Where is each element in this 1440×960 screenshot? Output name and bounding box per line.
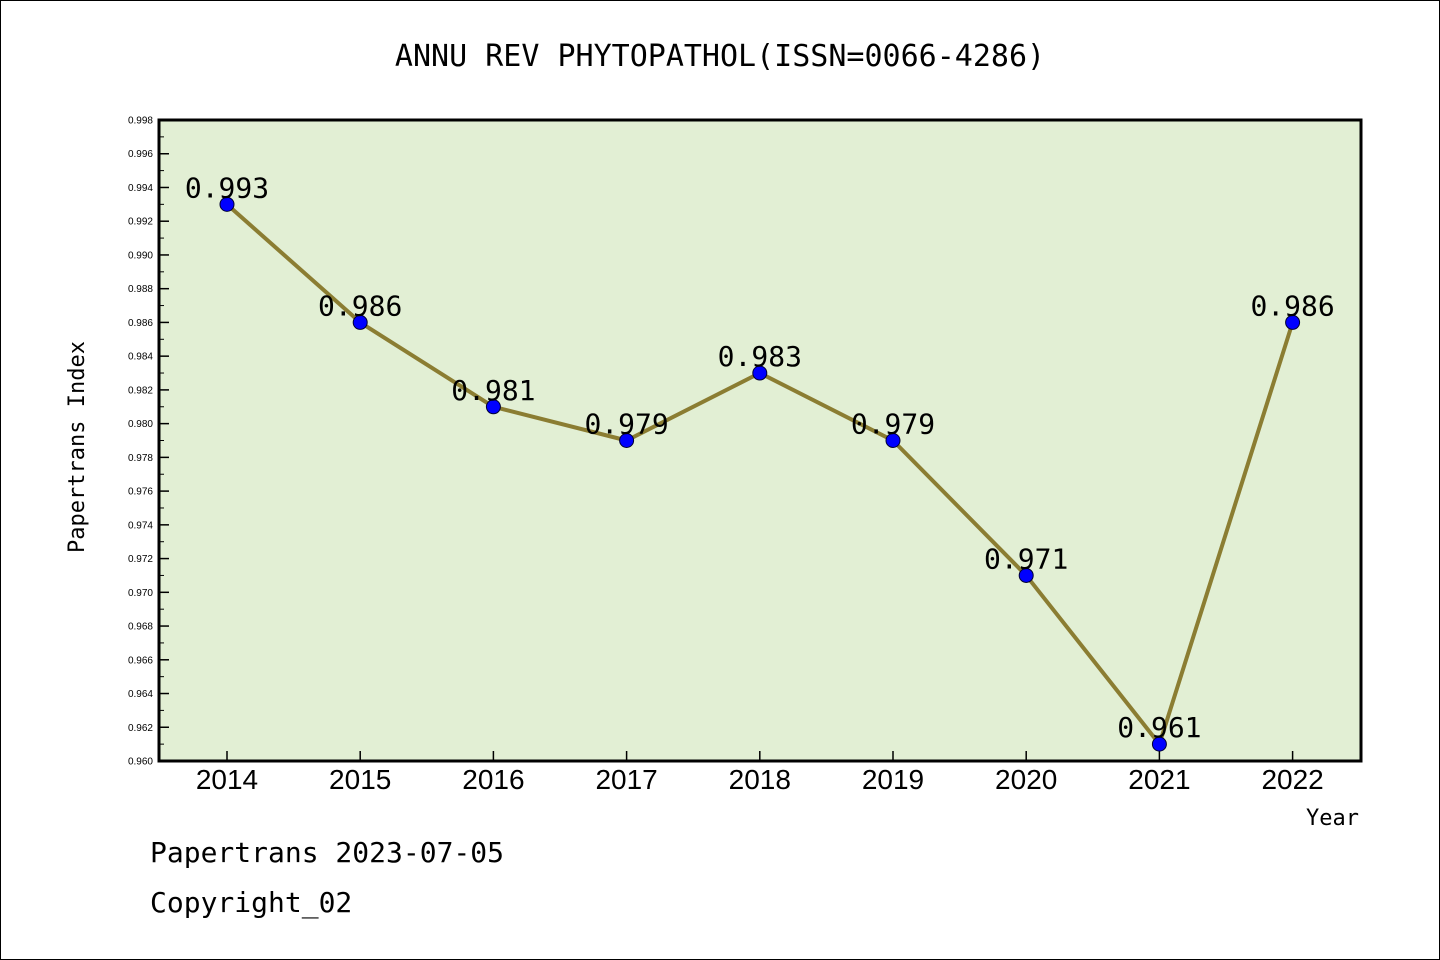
- y-tick-label: 0.978: [128, 453, 153, 464]
- y-axis-ticks: 0.960 0.962 0.964 0.966 0.968 0.970 0.972 0.974…: [128, 116, 169, 768]
- x-tick-label: 2015: [329, 764, 391, 795]
- x-tick-label: 2019: [862, 764, 924, 795]
- y-tick-label: 0.966: [128, 655, 153, 666]
- data-point: [352, 314, 368, 330]
- data-label: 0.979: [584, 408, 668, 441]
- y-tick-label: 0.970: [128, 588, 153, 599]
- data-labels: 0.993 0.986 0.981 0.979 0.983 0.979 0.971 0.961…: [185, 171, 1335, 744]
- y-tick-label: 0.968: [128, 622, 153, 633]
- y-tick-label: 0.998: [128, 116, 153, 127]
- data-point: [485, 399, 501, 415]
- y-tick-label: 0.990: [128, 250, 153, 261]
- x-axis-label: Year: [1306, 806, 1359, 831]
- y-tick-label: 0.962: [128, 723, 153, 734]
- y-tick-label: 0.988: [128, 284, 153, 295]
- footer-date: Papertrans 2023-07-05: [150, 836, 505, 869]
- y-tick-label: 0.992: [128, 217, 153, 228]
- y-tick-label: 0.994: [128, 183, 153, 194]
- data-markers: [219, 196, 1301, 752]
- data-label: 0.971: [984, 542, 1068, 575]
- y-tick-label: 0.980: [128, 419, 153, 430]
- data-label: 0.961: [1117, 711, 1201, 744]
- x-tick-label: 2017: [595, 764, 657, 795]
- x-tick-label: 2022: [1261, 764, 1323, 795]
- data-point: [219, 196, 235, 212]
- data-label: 0.983: [718, 340, 802, 373]
- data-point: [752, 365, 768, 381]
- y-tick-label: 0.964: [128, 689, 153, 700]
- y-tick-label: 0.982: [128, 385, 153, 396]
- data-label: 0.979: [851, 408, 935, 441]
- data-point: [1018, 567, 1034, 583]
- data-label: 0.986: [1250, 289, 1334, 322]
- x-tick-label: 2020: [995, 764, 1057, 795]
- x-tick-label: 2018: [729, 764, 791, 795]
- y-tick-label: 0.976: [128, 487, 153, 498]
- y-tick-label: 0.986: [128, 318, 153, 329]
- y-tick-label: 0.974: [128, 520, 153, 531]
- x-tick-label: 2016: [462, 764, 524, 795]
- data-label: 0.986: [318, 289, 402, 322]
- data-point: [619, 433, 635, 448]
- y-axis-label: Papertrans Index: [65, 341, 90, 553]
- footer-copyright: Copyright_02: [150, 886, 353, 919]
- data-label: 0.981: [451, 374, 535, 407]
- data-point: [1285, 314, 1301, 330]
- y-tick-label: 0.960: [128, 757, 153, 768]
- x-tick-label: 2014: [196, 764, 258, 795]
- y-tick-label: 0.996: [128, 149, 153, 160]
- chart-title: ANNU REV PHYTOPATHOL(ISSN=0066-4286): [395, 39, 1045, 74]
- plot-area: [157, 118, 1363, 763]
- x-axis-ticks: 2014 2015 2016 2017 2018 2019 2020 2021 2022: [196, 751, 1324, 795]
- data-point: [1151, 736, 1167, 752]
- y-tick-label: 0.972: [128, 554, 153, 565]
- data-label: 0.993: [185, 171, 269, 204]
- x-tick-label: 2021: [1128, 764, 1190, 795]
- y-tick-label: 0.984: [128, 352, 153, 363]
- data-point: [885, 433, 901, 448]
